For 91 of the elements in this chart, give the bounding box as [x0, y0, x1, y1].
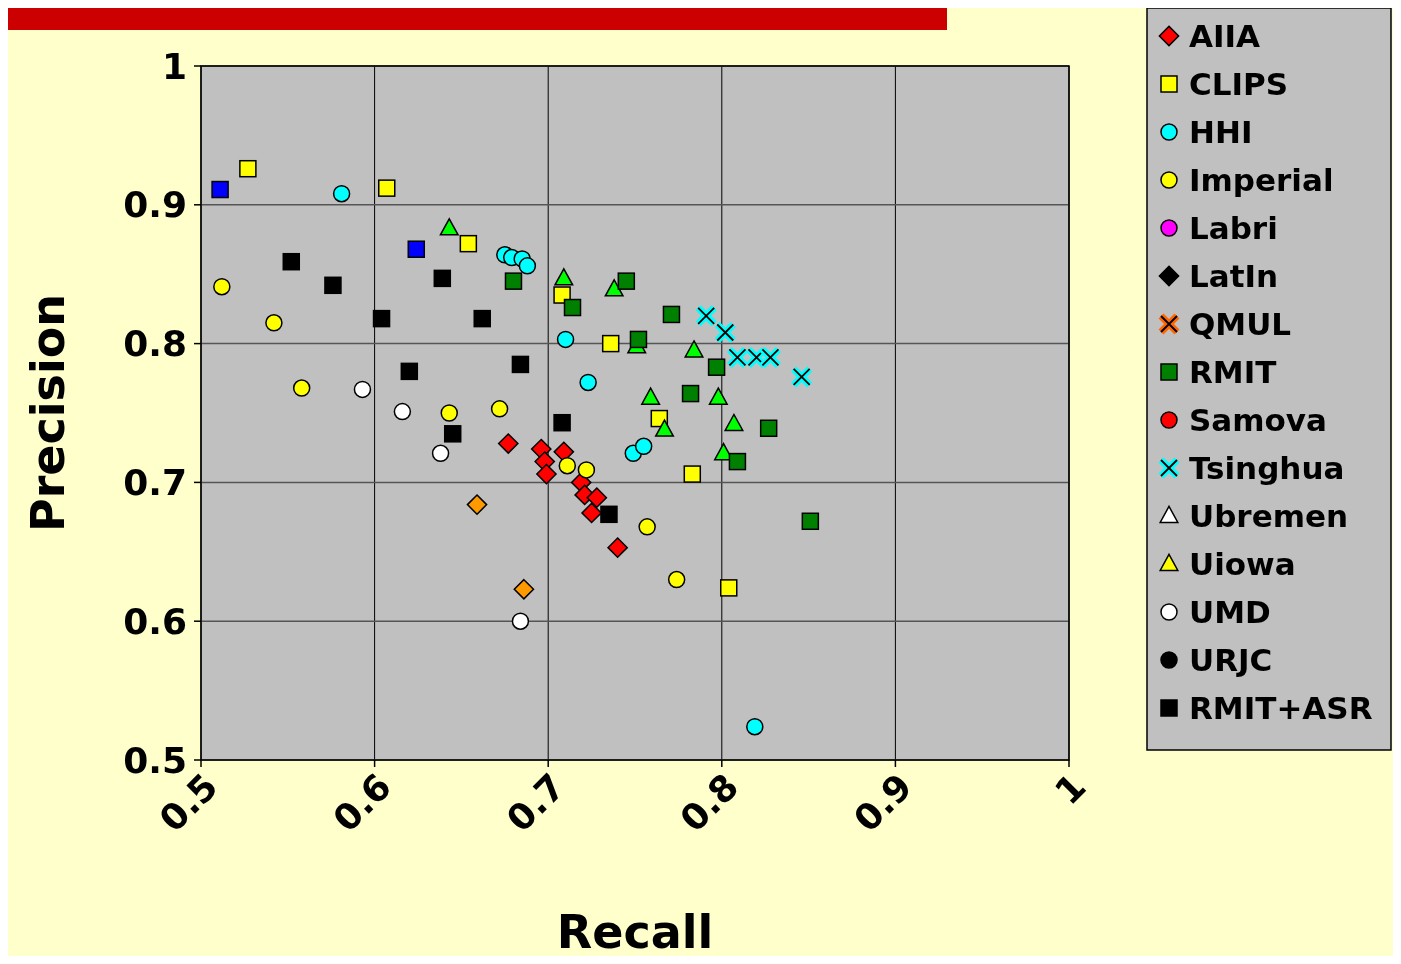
point [211, 180, 229, 199]
point [497, 433, 519, 454]
point [728, 452, 747, 471]
point [504, 272, 523, 290]
legend-label: Tsinghua [1189, 449, 1345, 486]
point [536, 463, 557, 485]
y-tick-label: 0.5 [123, 739, 187, 781]
x-tick-label: 0.6 [325, 765, 400, 840]
point [459, 234, 478, 253]
point [332, 184, 351, 203]
point [684, 340, 704, 358]
legend-label: URJC [1189, 641, 1273, 678]
point [634, 437, 653, 456]
point [746, 717, 764, 736]
point [511, 355, 530, 374]
legend-label: LatIn [1189, 257, 1279, 294]
legend-label: Labri [1189, 209, 1278, 246]
legend-label: HHI [1189, 113, 1253, 150]
x-tick-label: 1 [1046, 765, 1094, 813]
y-tick-label: 1 [161, 45, 187, 87]
point [683, 465, 702, 483]
point [681, 384, 700, 403]
point [629, 330, 648, 349]
point [443, 425, 462, 443]
y-tick-label: 0.8 [123, 323, 187, 365]
point [265, 314, 283, 332]
legend-label: CLIPS [1189, 65, 1289, 102]
point [553, 413, 571, 432]
point [407, 240, 426, 258]
point [292, 379, 311, 397]
point [554, 268, 574, 286]
point [617, 272, 636, 290]
point [586, 487, 608, 509]
point [466, 494, 488, 515]
point [607, 537, 628, 558]
legend-label: UMD [1189, 593, 1271, 630]
point [759, 419, 778, 438]
point [433, 269, 452, 288]
point [372, 309, 391, 328]
point [553, 286, 571, 304]
point [801, 512, 820, 531]
legend-label: QMUL [1189, 305, 1292, 342]
point [667, 570, 686, 589]
point [601, 334, 620, 353]
point [282, 252, 301, 271]
y-tick-label: 0.9 [123, 184, 187, 226]
legend-label: Samova [1189, 401, 1327, 438]
point [724, 413, 744, 432]
x-axis-title: Recall [556, 905, 714, 959]
point [378, 179, 396, 197]
x-tick-label: 0.8 [672, 765, 747, 840]
point [393, 402, 412, 421]
y-axis-title: Precision [21, 293, 76, 533]
point [579, 373, 597, 392]
point [431, 444, 450, 462]
point [440, 404, 458, 422]
point [513, 578, 535, 600]
point [213, 277, 231, 296]
point [719, 579, 738, 597]
point [604, 279, 624, 297]
point [324, 276, 342, 295]
point [558, 456, 577, 475]
point [577, 461, 596, 479]
point [638, 518, 656, 536]
legend-label: Uiowa [1189, 545, 1296, 582]
point [511, 612, 530, 630]
y-tick-label: 0.7 [123, 462, 187, 503]
point [708, 387, 728, 405]
point [490, 400, 509, 418]
legend-label: RMIT [1189, 353, 1277, 390]
point [518, 257, 537, 275]
point [600, 505, 618, 524]
point [353, 380, 372, 399]
point [556, 330, 575, 349]
point [473, 309, 491, 328]
x-tick-label: 0.7 [498, 765, 573, 840]
y-tick-label: 0.6 [123, 600, 187, 642]
point [641, 387, 661, 405]
legend-label: Imperial [1189, 161, 1334, 198]
point [581, 502, 602, 524]
legend-label: AIIA [1189, 17, 1261, 54]
x-tick-label: 0.9 [845, 765, 920, 840]
point [662, 305, 681, 324]
legend-label: RMIT+ASR [1189, 689, 1373, 726]
point [239, 159, 257, 178]
point [563, 298, 582, 317]
point [654, 419, 675, 437]
legend-label: Ubremen [1189, 497, 1349, 534]
point [400, 362, 419, 381]
point [707, 358, 726, 376]
point [439, 218, 459, 236]
